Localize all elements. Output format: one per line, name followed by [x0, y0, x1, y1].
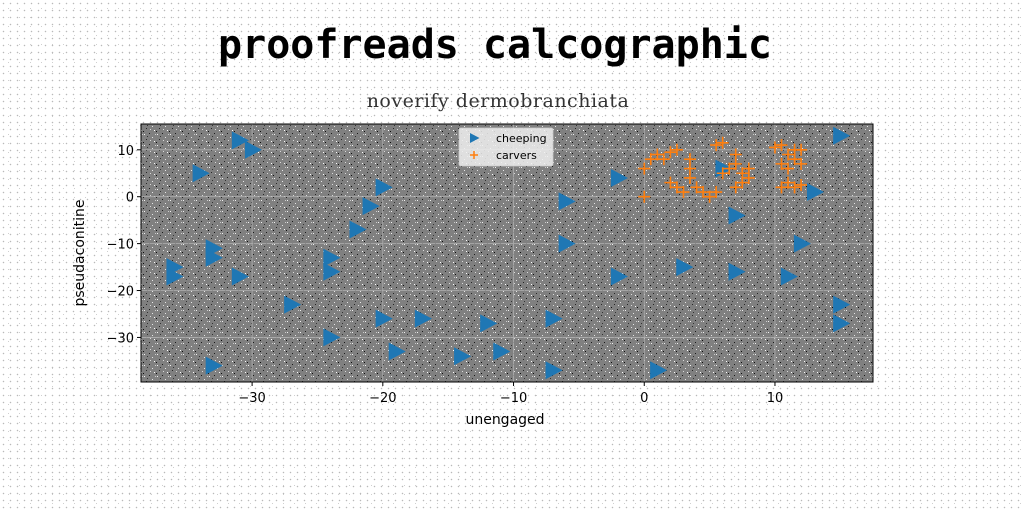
- point-cheeping: [192, 164, 210, 183]
- x-tick-label: −10: [500, 391, 527, 406]
- point-carvers: [788, 181, 801, 194]
- x-tick-label: −30: [238, 391, 265, 406]
- point-cheeping: [205, 356, 223, 375]
- point-cheeping: [806, 183, 825, 202]
- point-cheeping: [650, 361, 668, 380]
- point-cheeping: [231, 267, 249, 286]
- point-cheeping: [375, 178, 393, 197]
- x-tick-label: 10: [767, 391, 784, 406]
- chart-subtitle: noverify dermobranchiata: [366, 90, 630, 112]
- point-carvers: [670, 143, 683, 156]
- point-cheeping: [205, 248, 223, 267]
- point-carvers: [664, 146, 677, 159]
- point-cheeping: [833, 314, 851, 333]
- point-cheeping: [728, 206, 746, 225]
- point-carvers: [644, 153, 657, 166]
- y-axis-label: pseudaconitine: [72, 199, 88, 306]
- plot-frame: [140, 123, 874, 383]
- point-carvers: [729, 181, 742, 194]
- point-carvers: [716, 136, 729, 149]
- legend-box: [458, 127, 554, 167]
- x-axis-label: unengaged: [465, 412, 544, 428]
- plot-area: [141, 124, 873, 382]
- point-cheeping: [166, 267, 184, 286]
- point-carvers: [670, 181, 683, 194]
- point-carvers: [742, 162, 755, 175]
- point-cheeping: [728, 262, 746, 281]
- point-carvers: [651, 148, 664, 161]
- point-carvers: [782, 148, 795, 161]
- point-cheeping: [388, 342, 406, 361]
- point-carvers: [684, 153, 696, 166]
- point-cheeping: [676, 258, 694, 277]
- point-cheeping: [323, 328, 341, 347]
- point-cheeping: [231, 131, 249, 150]
- point-cheeping: [833, 126, 851, 145]
- point-cheeping: [284, 295, 302, 314]
- point-cheeping: [362, 197, 380, 216]
- y-tick-label: 0: [126, 191, 134, 206]
- point-cheeping: [454, 347, 472, 366]
- legend-marker-cheeping: [470, 133, 480, 143]
- point-carvers: [697, 186, 710, 199]
- point-cheeping: [493, 342, 511, 361]
- point-cheeping: [323, 262, 341, 281]
- point-carvers: [638, 162, 651, 175]
- point-carvers: [677, 186, 690, 199]
- point-cheeping: [558, 192, 576, 211]
- point-cheeping: [244, 140, 263, 159]
- y-tick-label: −10: [107, 238, 134, 253]
- point-cheeping: [833, 295, 851, 314]
- point-cheeping: [780, 267, 798, 286]
- point-carvers: [775, 181, 788, 194]
- legend-marker-carvers: [470, 151, 478, 159]
- legend-label-carvers: carvers: [496, 149, 537, 162]
- point-cheeping: [375, 309, 393, 328]
- point-carvers: [638, 190, 651, 203]
- point-carvers: [795, 143, 808, 156]
- point-carvers: [723, 162, 736, 175]
- point-carvers: [703, 190, 716, 203]
- point-cheeping: [545, 361, 563, 380]
- point-cheeping: [545, 309, 563, 328]
- point-carvers: [710, 139, 723, 152]
- y-tick-label: −30: [107, 331, 134, 346]
- point-carvers: [795, 157, 808, 170]
- point-cheeping: [610, 168, 629, 187]
- point-carvers: [710, 186, 723, 199]
- point-carvers: [782, 176, 795, 189]
- point-carvers: [657, 153, 670, 166]
- point-carvers: [775, 157, 788, 170]
- legend: cheeping carvers: [458, 127, 554, 167]
- x-tick-label: 0: [640, 391, 648, 406]
- point-carvers: [782, 162, 795, 175]
- y-tick-label: 10: [117, 144, 134, 159]
- legend-label-cheeping: cheeping: [496, 132, 547, 145]
- point-cheeping: [610, 267, 629, 286]
- point-cheeping: [558, 234, 576, 253]
- point-carvers: [775, 139, 788, 152]
- point-carvers: [768, 141, 781, 154]
- point-cheeping: [414, 309, 432, 328]
- point-carvers: [729, 157, 742, 170]
- point-cheeping: [480, 314, 498, 333]
- point-carvers: [664, 176, 677, 189]
- point-carvers: [795, 178, 808, 191]
- x-tick-label: −20: [369, 391, 396, 406]
- point-carvers: [716, 167, 729, 180]
- point-cheeping: [793, 234, 812, 253]
- point-cheeping: [323, 248, 341, 267]
- point-carvers: [736, 176, 749, 189]
- chart-title: proofreads calcographic: [218, 22, 772, 68]
- y-tick-label: −20: [107, 285, 134, 300]
- point-cheeping: [349, 220, 367, 239]
- point-carvers: [690, 181, 703, 194]
